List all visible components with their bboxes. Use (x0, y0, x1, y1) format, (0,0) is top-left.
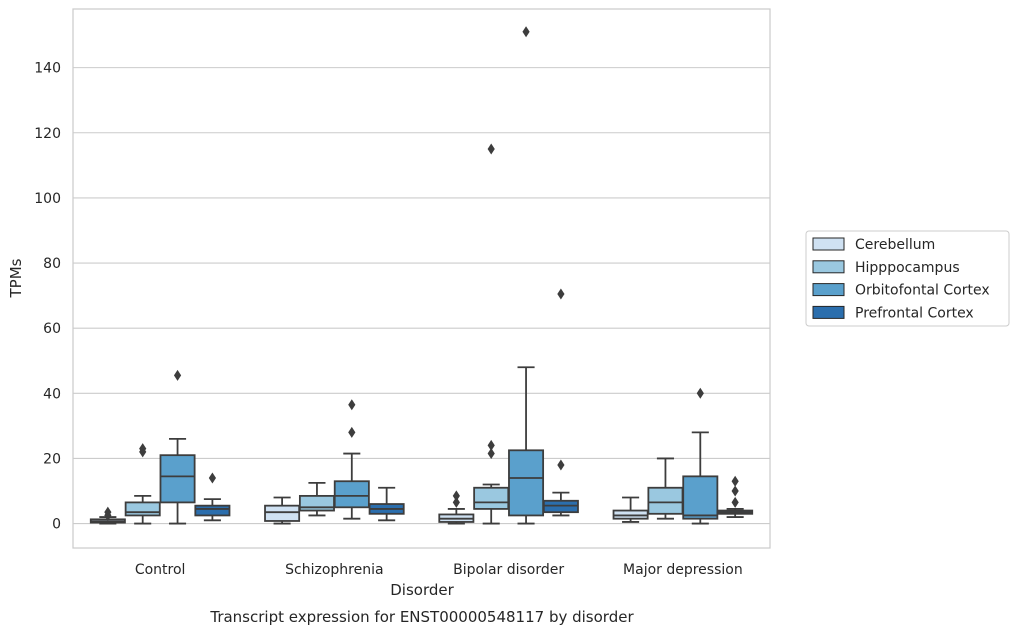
box (264, 496, 301, 525)
legend-swatch (812, 305, 845, 319)
outlier-point (104, 509, 112, 521)
box-iqr (473, 486, 510, 510)
outlier-point (139, 443, 147, 455)
box (298, 481, 335, 517)
box-iqr (508, 449, 545, 517)
box-iqr (333, 480, 370, 509)
outlier-point (452, 490, 460, 502)
box (333, 399, 370, 520)
box-iqr (194, 504, 231, 517)
outlier-point (557, 288, 565, 300)
y-tick-label: 120 (34, 126, 61, 142)
box (508, 26, 545, 525)
box (647, 457, 684, 520)
y-tick-label: 100 (34, 191, 61, 207)
box-iqr (682, 475, 719, 520)
y-tick-label: 40 (43, 386, 61, 402)
x-tick-label: Control (135, 562, 186, 578)
legend-swatch (812, 260, 845, 274)
x-axis-label: Disorder (390, 581, 454, 599)
legend-label: Cerebellum (855, 237, 935, 253)
legend-frame (805, 230, 1010, 327)
chart-caption: Transcript expression for ENST0000054811… (209, 608, 634, 626)
box (542, 288, 579, 517)
y-tick-label: 0 (52, 517, 61, 533)
outlier-point (731, 475, 739, 487)
x-tick-label: Schizophrenia (285, 562, 383, 578)
boxes (89, 26, 754, 525)
box-iqr (298, 494, 335, 512)
outlier-point (173, 369, 182, 381)
box-iqr (647, 486, 684, 515)
outlier-point (696, 387, 704, 399)
legend-label: Hipppocampus (855, 260, 960, 276)
legend-label: Orbitofontal Cortex (855, 283, 990, 299)
y-tick-label: 60 (43, 321, 61, 337)
outlier-point (487, 448, 495, 460)
box (124, 443, 161, 525)
box (473, 143, 510, 525)
outlier-point (348, 399, 356, 411)
x-axis-ticks: Control Schizophrenia Bipolar disorder Majo… (135, 562, 743, 578)
box-iqr (124, 501, 161, 517)
legend-label: Prefrontal Cortex (855, 305, 974, 321)
legend-swatch (812, 283, 845, 297)
box (159, 369, 196, 525)
x-tick-label: Major depression (623, 562, 743, 578)
outlier-point (452, 496, 460, 508)
box-iqr (264, 504, 301, 522)
legend: Cerebellum Hipppocampus Orbitofontal Corte… (805, 230, 1010, 327)
y-tick-label: 140 (34, 61, 61, 77)
outlier-point (731, 496, 739, 508)
y-axis-ticks: 0 20 40 60 80 100 120 140 (34, 61, 61, 533)
box (717, 475, 754, 518)
outlier-point (208, 472, 216, 484)
legend-swatch (812, 237, 845, 251)
y-tick-label: 20 (43, 451, 61, 467)
y-axis-label: TPMs (7, 258, 25, 298)
x-tick-label: Bipolar disorder (453, 562, 564, 578)
y-tick-label: 80 (43, 256, 61, 272)
box (194, 472, 231, 522)
box-iqr (159, 454, 196, 504)
box (368, 486, 405, 522)
outlier-point (731, 485, 739, 497)
outlier-point (487, 439, 495, 451)
box (89, 506, 126, 525)
box (682, 387, 719, 525)
plot-frame (72, 8, 771, 549)
outlier-point (522, 26, 530, 38)
outlier-point (487, 143, 495, 155)
box (438, 490, 475, 525)
outlier-point (348, 426, 356, 438)
outlier-point (557, 459, 565, 471)
